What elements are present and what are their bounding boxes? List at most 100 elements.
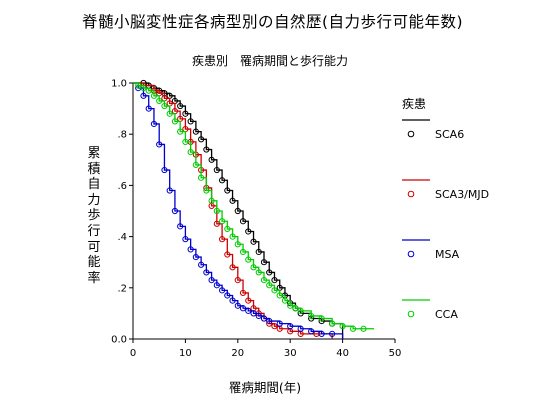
data-point-cca [187,149,194,156]
data-point-cca [213,207,220,215]
data-point-cca [360,325,367,332]
legend-title: 疾患 [402,96,426,111]
data-point-sca3-mjd [213,220,220,227]
y-axis-label: 累積自力歩行可能率 [87,146,101,286]
data-point-msa [218,287,226,294]
data-point-sca6 [271,277,278,284]
data-point-cca [292,305,299,312]
data-point-msa [150,120,158,128]
data-point-cca [276,292,283,299]
y-tick-label: .2 [117,283,127,294]
data-point-cca [166,110,173,117]
data-point-cca [308,312,315,320]
data-point-msa [208,277,215,284]
y-tick-label: 0.0 [111,335,127,346]
data-point-cca [329,320,336,327]
data-point-cca [339,323,346,330]
data-point-cca [245,256,252,263]
data-point-cca [271,287,278,294]
data-point-cca [260,277,268,284]
data-point-sca6 [229,197,236,204]
x-tick-label: 30 [284,348,297,359]
data-point-sca6 [213,166,220,174]
y-tick-label: .6 [117,181,127,192]
data-point-cca [239,248,247,256]
series-line-cca [133,82,375,330]
data-point-cca [250,264,257,271]
data-point-cca [297,307,304,314]
data-point-msa [224,292,231,299]
data-point-sca3-mjd [234,277,241,284]
data-point-msa [287,323,294,330]
data-point-cca [266,282,273,289]
data-point-sca6 [192,128,199,135]
data-point-cca [145,87,152,94]
data-point-msa [297,325,304,332]
data-point-sca6 [239,218,247,225]
data-point-sca6 [177,102,184,110]
data-point-msa [245,307,252,314]
x-tick-label: 0 [130,348,136,359]
data-point-cca [177,128,184,135]
data-point-msa [229,297,236,304]
legend-marker-sca6 [407,130,415,138]
data-point-cca [287,302,294,309]
data-point-sca6 [208,156,215,163]
data-point-cca [255,269,262,276]
x-axis-label: 罹病期間(年) [228,380,302,395]
data-point-cca [318,315,325,322]
data-point-sca6 [234,207,241,215]
legend-marker-sca3-mjd [407,190,415,198]
data-point-sca3-mjd [229,264,236,271]
data-point-cca [281,297,289,304]
legend-label-cca: CCA [435,308,458,321]
data-point-sca6 [187,118,194,125]
data-point-msa [156,141,163,148]
data-point-msa [329,330,336,337]
main-title: 脊髄小脳変性症各病型別の自然歴(自力歩行可能年数) [81,13,464,31]
data-point-cca [156,97,163,105]
data-point-msa [213,282,220,289]
data-point-sca6 [203,146,210,153]
data-point-cca [229,233,236,240]
data-point-sca3-mjd [239,289,247,297]
data-point-cca [224,225,231,233]
x-tick-label: 20 [231,348,244,359]
data-point-sca3-mjd [218,236,226,243]
legend-label-sca3-mjd: SCA3/MJD [435,188,489,201]
data-point-cca [192,161,199,169]
y-tick-label: .4 [117,232,127,243]
y-tick-label: .8 [117,130,127,141]
data-point-sca6 [255,248,262,256]
chart-subtitle: 疾患別 罹病期間と歩行能力 [191,54,348,68]
data-point-cca [203,187,210,194]
legend-marker-cca [407,310,415,318]
data-point-msa [318,330,325,337]
data-point-sca3-mjd [245,297,252,304]
data-point-msa [239,305,247,312]
data-point-sca3-mjd [224,251,231,258]
data-point-sca6 [182,110,189,117]
data-point-sca3-mjd [271,323,278,330]
data-point-cca [150,92,158,99]
data-point-msa [255,312,262,320]
data-point-cca [182,138,189,145]
data-point-sca6 [224,187,231,194]
data-point-sca6 [245,228,252,235]
data-point-msa [187,246,194,253]
data-point-msa [140,92,147,99]
x-tick-label: 10 [179,348,192,359]
data-point-msa [250,310,257,317]
data-point-msa [182,236,189,243]
data-point-msa [171,207,179,215]
data-point-cca [161,102,168,110]
data-point-sca6 [218,177,226,184]
data-point-msa [203,269,210,276]
data-point-sca6 [260,259,268,266]
data-point-sca6 [250,238,257,245]
data-point-msa [198,261,205,268]
data-point-cca [171,118,179,125]
data-point-msa [234,302,241,309]
data-point-sca6 [266,269,273,276]
